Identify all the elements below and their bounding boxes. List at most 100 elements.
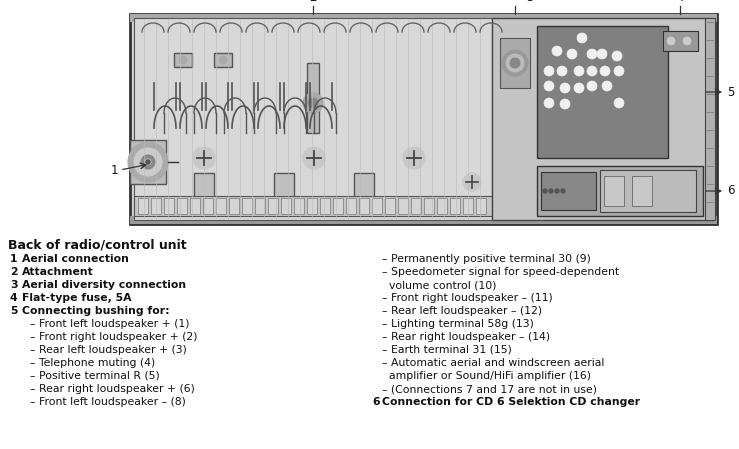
Text: – Telephone muting (4): – Telephone muting (4) [30, 358, 155, 368]
Bar [216, 198, 226, 214]
Circle shape [574, 66, 584, 76]
Circle shape [574, 83, 584, 93]
Circle shape [463, 173, 481, 191]
Text: – Speedometer signal for speed-dependent: – Speedometer signal for speed-dependent [382, 267, 619, 277]
Bar [242, 198, 252, 214]
Bar [274, 173, 294, 203]
Bar [450, 198, 460, 214]
Bar [537, 166, 703, 216]
Text: amplifier or Sound/HiFi amplifier (16): amplifier or Sound/HiFi amplifier (16) [382, 371, 591, 381]
Text: 4: 4 [10, 293, 18, 303]
Bar [130, 14, 717, 224]
Text: – Front right loudspeaker – (11): – Front right loudspeaker – (11) [382, 293, 553, 303]
Circle shape [560, 99, 570, 109]
Bar [281, 198, 291, 214]
Bar [632, 176, 652, 206]
Text: Connecting bushing for:: Connecting bushing for: [22, 306, 170, 316]
Text: 2: 2 [10, 267, 18, 277]
Text: Flat-type fuse, 5A: Flat-type fuse, 5A [22, 293, 132, 303]
Bar [194, 173, 214, 203]
Bar [333, 198, 343, 214]
Circle shape [308, 98, 318, 108]
Circle shape [600, 66, 610, 76]
Bar [437, 198, 447, 214]
Text: 5: 5 [10, 306, 18, 316]
Bar [424, 198, 434, 214]
Circle shape [612, 51, 622, 61]
Circle shape [587, 49, 597, 59]
Circle shape [597, 49, 607, 59]
Text: 3: 3 [10, 280, 18, 290]
Bar [307, 198, 317, 214]
Circle shape [544, 98, 554, 108]
Circle shape [549, 189, 553, 193]
Bar [255, 198, 265, 214]
Circle shape [219, 56, 227, 64]
Circle shape [543, 189, 547, 193]
Bar [294, 198, 304, 214]
Circle shape [552, 46, 562, 56]
Circle shape [179, 56, 187, 64]
Bar [359, 198, 369, 214]
Bar [190, 198, 200, 214]
Text: – Front right loudspeaker + (2): – Front right loudspeaker + (2) [30, 332, 197, 342]
Text: Connection for CD 6 Selektion CD changer: Connection for CD 6 Selektion CD changer [382, 397, 640, 407]
Bar [537, 26, 668, 158]
Text: 1: 1 [10, 254, 18, 264]
Circle shape [614, 66, 624, 76]
Circle shape [602, 81, 612, 91]
Circle shape [587, 66, 597, 76]
Circle shape [502, 50, 528, 76]
Text: volume control (10): volume control (10) [382, 280, 497, 290]
Circle shape [134, 148, 162, 176]
Text: – Earth terminal 31 (15): – Earth terminal 31 (15) [382, 345, 512, 355]
Bar [134, 18, 492, 220]
Text: 6: 6 [372, 397, 380, 407]
Bar [203, 198, 213, 214]
Text: 6: 6 [727, 185, 735, 198]
Bar [151, 198, 161, 214]
Circle shape [683, 37, 691, 45]
Bar [177, 198, 187, 214]
Text: – Front left loudspeaker – (8): – Front left loudspeaker – (8) [30, 397, 186, 407]
Bar [500, 38, 530, 88]
Bar [130, 14, 717, 22]
Text: Aerial diversity connection: Aerial diversity connection [22, 280, 186, 290]
Bar [385, 198, 395, 214]
Bar [492, 18, 713, 220]
Text: – Rear right loudspeaker + (6): – Rear right loudspeaker + (6) [30, 384, 195, 394]
Text: 5: 5 [727, 85, 735, 98]
Bar [411, 198, 421, 214]
Bar [174, 53, 192, 67]
Bar [214, 53, 232, 67]
Circle shape [145, 159, 151, 165]
Circle shape [303, 93, 323, 113]
Circle shape [544, 81, 554, 91]
Bar [705, 18, 715, 220]
Circle shape [614, 98, 624, 108]
Bar [164, 198, 174, 214]
Bar [354, 173, 374, 203]
Bar [320, 198, 330, 214]
Bar [372, 198, 382, 214]
Bar [307, 63, 319, 133]
Text: – Rear left loudspeaker + (3): – Rear left loudspeaker + (3) [30, 345, 187, 355]
Text: 1: 1 [111, 163, 118, 176]
Text: – Front left loudspeaker + (1): – Front left loudspeaker + (1) [30, 319, 189, 329]
Text: 2: 2 [309, 0, 317, 4]
Bar [476, 198, 486, 214]
Bar [268, 198, 278, 214]
Bar [604, 176, 624, 206]
Bar [346, 198, 356, 214]
Bar [229, 198, 239, 214]
Text: – (Connections 7 and 17 are not in use): – (Connections 7 and 17 are not in use) [382, 384, 597, 394]
Circle shape [544, 66, 554, 76]
Bar [138, 198, 148, 214]
Circle shape [128, 142, 168, 182]
Bar [463, 198, 473, 214]
Circle shape [506, 54, 524, 72]
Circle shape [567, 49, 577, 59]
Text: – Rear left loudspeaker – (12): – Rear left loudspeaker – (12) [382, 306, 542, 316]
Bar [663, 31, 698, 51]
Text: – Rear right loudspeaker – (14): – Rear right loudspeaker – (14) [382, 332, 550, 342]
